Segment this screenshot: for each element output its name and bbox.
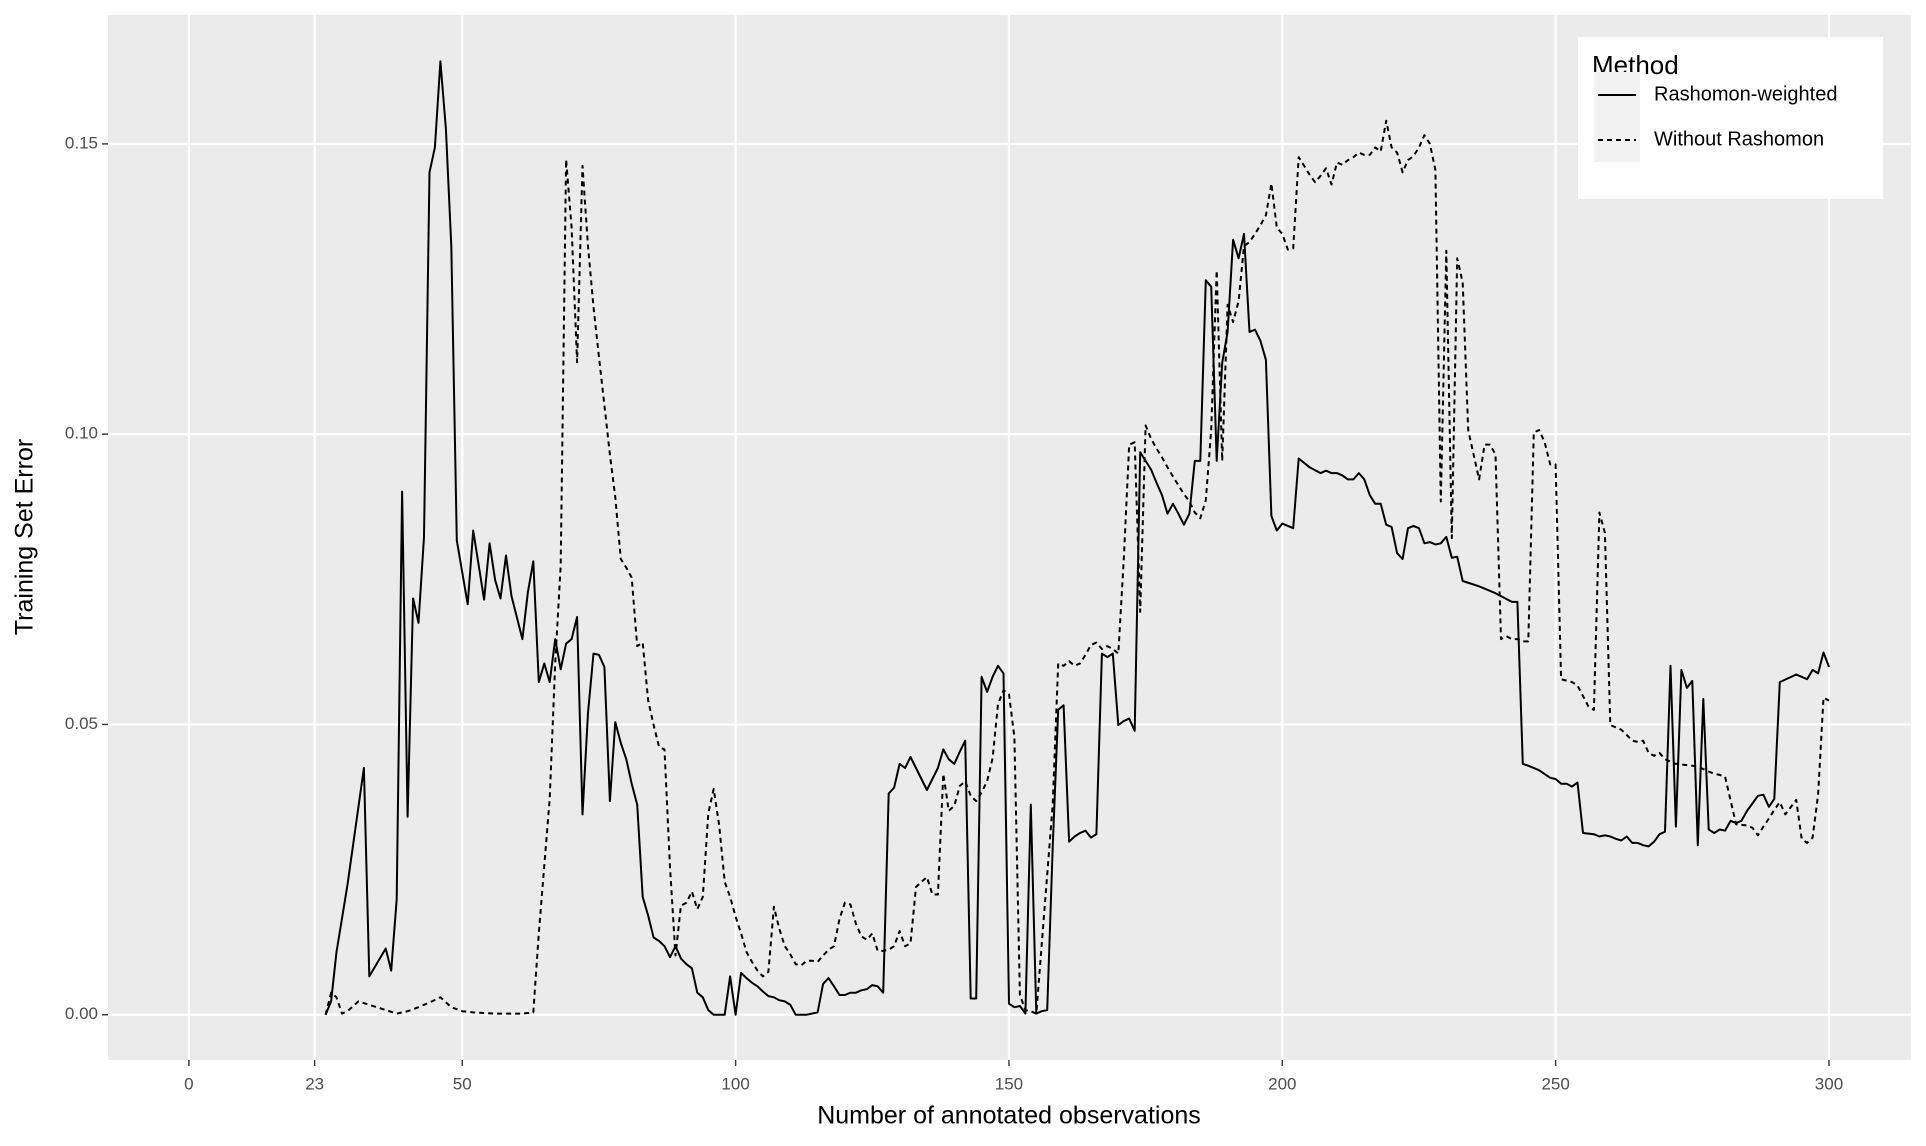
y-tick-label: 0.10 — [65, 424, 98, 443]
x-tick-label: 200 — [1268, 1074, 1296, 1093]
series-line — [324, 60, 1830, 1016]
x-tick-label: 0 — [184, 1074, 193, 1093]
x-tick-label: 150 — [995, 1074, 1023, 1093]
lines — [324, 60, 1830, 1016]
y-axis-title: Training Set Error — [11, 439, 39, 635]
legend-label: Rashomon-weighted — [1654, 83, 1837, 105]
x-tick-label: 23 — [305, 1074, 324, 1093]
legend-label: Without Rashomon — [1654, 128, 1824, 150]
x-axis-title: Number of annotated observations — [817, 1102, 1201, 1130]
x-tick-label: 250 — [1541, 1074, 1569, 1093]
x-tick-label: 100 — [721, 1074, 749, 1093]
axes: 0.00 0.05 0.10 0.15 0 23 50 100 150 200 250 300 — [65, 133, 1843, 1093]
y-tick-label: 0.15 — [65, 133, 98, 152]
x-tick-label: 300 — [1815, 1074, 1843, 1093]
x-tick-label: 50 — [453, 1074, 472, 1093]
series-line — [324, 119, 1830, 1015]
y-tick-label: 0.05 — [65, 714, 98, 733]
y-tick-label: 0.00 — [65, 1004, 98, 1023]
grid — [108, 15, 1911, 1060]
